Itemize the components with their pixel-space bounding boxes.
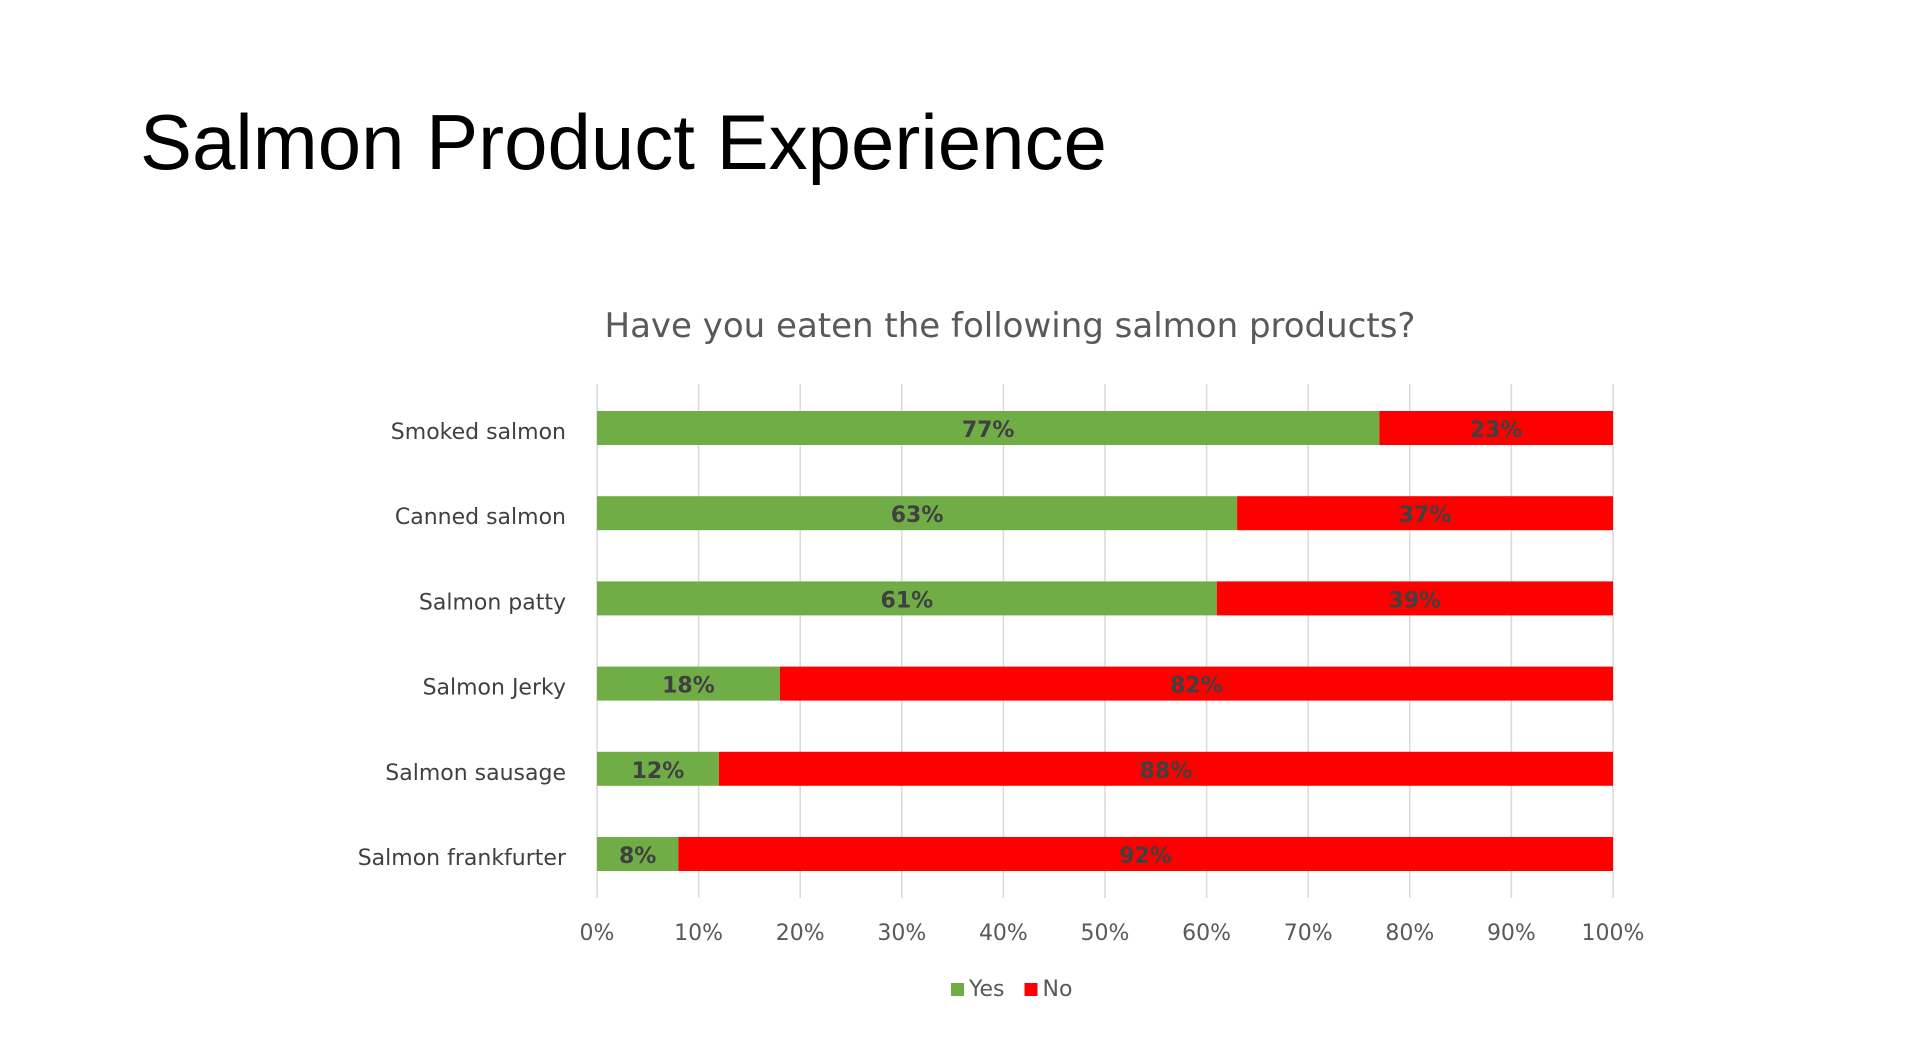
x-tick-label: 60% [1182,921,1231,946]
data-label-no: 88% [1140,759,1193,784]
bar-no-segment [678,837,1613,871]
gridlines [596,384,1614,898]
x-tick-label: 100% [1582,921,1645,946]
x-tick-label: 0% [580,921,615,946]
data-label-yes: 77% [962,418,1015,443]
category-axis-labels: Smoked salmon Canned salmon Salmon patty Sa… [358,420,567,871]
x-tick-label: 80% [1385,921,1434,946]
slide-title: Salmon Product Experience [140,98,1107,186]
legend: Yes No [951,977,1072,1002]
bar-no-segment [779,666,1613,701]
data-label-yes: 8% [619,844,656,869]
data-label-no: 82% [1170,674,1223,699]
data-label-no: 23% [1470,418,1523,443]
value-axis-ticks: 0% 10% 20% 30% 40% 50% 60% 70% 80% 90% 100% [580,921,1645,946]
category-label: Salmon Jerky [423,676,566,701]
x-tick-label: 40% [979,921,1028,946]
data-label-no: 39% [1389,588,1442,613]
legend-swatch-yes [951,983,964,996]
data-labels: 77% 23% 63% 37% 61% 39% 18% 82% 12% 88% 8% 92% [619,418,1523,869]
bar-yes-segment [597,837,679,871]
category-label: Salmon frankfurter [358,846,567,871]
category-label: Smoked salmon [391,420,566,445]
data-label-yes: 61% [881,588,934,613]
legend-label-no: No [1043,977,1073,1002]
x-tick-label: 20% [776,921,825,946]
x-tick-label: 70% [1284,921,1333,946]
bar-no-segment [1237,496,1613,531]
x-tick-label: 10% [674,921,723,946]
x-tick-label: 90% [1487,921,1536,946]
bar-yes-segment [597,751,719,786]
chart-title: Have you eaten the following salmon prod… [605,306,1416,346]
bar-yes-segment [597,496,1238,531]
data-label-yes: 12% [632,759,685,784]
category-label: Canned salmon [395,505,566,530]
x-tick-label: 50% [1081,921,1130,946]
bar-yes-segment [597,411,1380,445]
bar-yes-segment [597,581,1217,616]
bar-yes-segment [597,666,780,701]
bar-no-segment [718,751,1613,786]
legend-swatch-no [1024,983,1038,996]
data-label-yes: 18% [662,674,715,699]
data-label-no: 92% [1119,844,1172,869]
bars [597,411,1613,871]
data-label-no: 37% [1399,503,1452,528]
bar-no-segment [1216,581,1613,616]
category-label: Salmon sausage [385,761,566,786]
category-label: Salmon patty [419,590,566,615]
bar-no-segment [1379,411,1613,445]
x-tick-label: 30% [877,921,926,946]
data-label-yes: 63% [891,503,944,528]
legend-label-yes: Yes [968,977,1005,1002]
